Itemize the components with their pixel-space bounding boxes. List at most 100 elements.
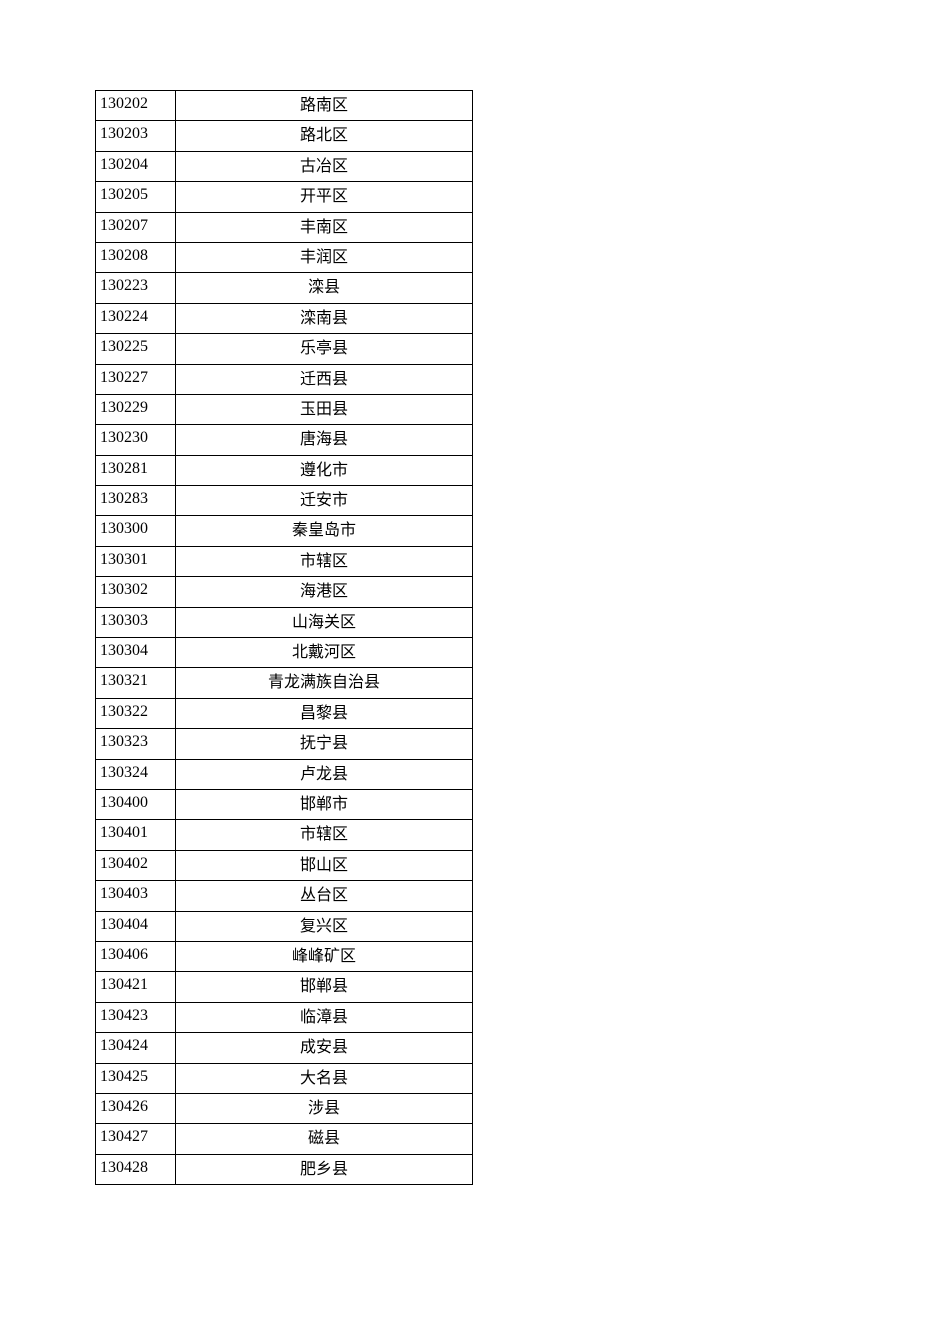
region-code-cell: 130421 — [96, 972, 176, 1002]
region-code-cell: 130428 — [96, 1154, 176, 1184]
region-name-cell: 临漳县 — [175, 1002, 472, 1032]
region-name-cell: 山海关区 — [175, 607, 472, 637]
table-row: 130283迁安市 — [96, 486, 473, 516]
table-row: 130225乐亭县 — [96, 334, 473, 364]
region-code-cell: 130300 — [96, 516, 176, 546]
region-name-cell: 昌黎县 — [175, 698, 472, 728]
region-name-cell: 遵化市 — [175, 455, 472, 485]
table-row: 130281遵化市 — [96, 455, 473, 485]
region-name-cell: 青龙满族自治县 — [175, 668, 472, 698]
region-name-cell: 丰润区 — [175, 242, 472, 272]
region-code-cell: 130401 — [96, 820, 176, 850]
table-row: 130426涉县 — [96, 1093, 473, 1123]
region-name-cell: 成安县 — [175, 1033, 472, 1063]
region-code-cell: 130423 — [96, 1002, 176, 1032]
table-row: 130202路南区 — [96, 91, 473, 121]
table-row: 130402邯山区 — [96, 850, 473, 880]
region-code-cell: 130427 — [96, 1124, 176, 1154]
region-code-cell: 130304 — [96, 638, 176, 668]
region-code-cell: 130230 — [96, 425, 176, 455]
region-name-cell: 涉县 — [175, 1093, 472, 1123]
table-row: 130229玉田县 — [96, 394, 473, 424]
table-row: 130324卢龙县 — [96, 759, 473, 789]
region-code-cell: 130425 — [96, 1063, 176, 1093]
region-name-cell: 路南区 — [175, 91, 472, 121]
table-row: 130322昌黎县 — [96, 698, 473, 728]
table-row: 130230唐海县 — [96, 425, 473, 455]
region-name-cell: 邯郸市 — [175, 789, 472, 819]
region-code-cell: 130224 — [96, 303, 176, 333]
region-name-cell: 迁安市 — [175, 486, 472, 516]
region-name-cell: 卢龙县 — [175, 759, 472, 789]
table-row: 130423临漳县 — [96, 1002, 473, 1032]
region-name-cell: 市辖区 — [175, 820, 472, 850]
region-code-cell: 130400 — [96, 789, 176, 819]
region-code-cell: 130403 — [96, 881, 176, 911]
table-row: 130203路北区 — [96, 121, 473, 151]
table-row: 130428肥乡县 — [96, 1154, 473, 1184]
region-name-cell: 峰峰矿区 — [175, 941, 472, 971]
table-row: 130321青龙满族自治县 — [96, 668, 473, 698]
table-row: 130302海港区 — [96, 577, 473, 607]
table-row: 130425大名县 — [96, 1063, 473, 1093]
table-row: 130303山海关区 — [96, 607, 473, 637]
region-name-cell: 玉田县 — [175, 394, 472, 424]
region-code-cell: 130303 — [96, 607, 176, 637]
region-name-cell: 邯山区 — [175, 850, 472, 880]
region-code-cell: 130322 — [96, 698, 176, 728]
region-code-cell: 130207 — [96, 212, 176, 242]
table-row: 130223滦县 — [96, 273, 473, 303]
table-row: 130400邯郸市 — [96, 789, 473, 819]
region-code-cell: 130323 — [96, 729, 176, 759]
region-code-cell: 130404 — [96, 911, 176, 941]
table-row: 130304北戴河区 — [96, 638, 473, 668]
region-code-cell: 130205 — [96, 182, 176, 212]
table-row: 130300秦皇岛市 — [96, 516, 473, 546]
region-code-cell: 130324 — [96, 759, 176, 789]
table-row: 130227迁西县 — [96, 364, 473, 394]
region-name-cell: 乐亭县 — [175, 334, 472, 364]
region-name-cell: 海港区 — [175, 577, 472, 607]
table-row: 130204古冶区 — [96, 151, 473, 181]
table-row: 130424成安县 — [96, 1033, 473, 1063]
region-name-cell: 复兴区 — [175, 911, 472, 941]
region-code-cell: 130424 — [96, 1033, 176, 1063]
region-code-cell: 130406 — [96, 941, 176, 971]
region-name-cell: 滦县 — [175, 273, 472, 303]
region-name-cell: 邯郸县 — [175, 972, 472, 1002]
region-code-cell: 130281 — [96, 455, 176, 485]
region-code-cell: 130302 — [96, 577, 176, 607]
region-code-cell: 130203 — [96, 121, 176, 151]
region-name-cell: 滦南县 — [175, 303, 472, 333]
region-name-cell: 磁县 — [175, 1124, 472, 1154]
region-code-cell: 130402 — [96, 850, 176, 880]
region-code-cell: 130301 — [96, 546, 176, 576]
region-name-cell: 抚宁县 — [175, 729, 472, 759]
region-table-container: 130202路南区130203路北区130204古冶区130205开平区1302… — [95, 90, 473, 1185]
region-name-cell: 市辖区 — [175, 546, 472, 576]
table-row: 130323抚宁县 — [96, 729, 473, 759]
table-row: 130207丰南区 — [96, 212, 473, 242]
region-name-cell: 唐海县 — [175, 425, 472, 455]
region-code-cell: 130202 — [96, 91, 176, 121]
region-name-cell: 丛台区 — [175, 881, 472, 911]
table-row: 130224滦南县 — [96, 303, 473, 333]
region-name-cell: 秦皇岛市 — [175, 516, 472, 546]
region-code-cell: 130208 — [96, 242, 176, 272]
region-code-cell: 130225 — [96, 334, 176, 364]
table-row: 130301市辖区 — [96, 546, 473, 576]
table-row: 130404复兴区 — [96, 911, 473, 941]
region-code-cell: 130321 — [96, 668, 176, 698]
region-name-cell: 古冶区 — [175, 151, 472, 181]
region-name-cell: 路北区 — [175, 121, 472, 151]
region-name-cell: 大名县 — [175, 1063, 472, 1093]
region-code-cell: 130229 — [96, 394, 176, 424]
table-row: 130205开平区 — [96, 182, 473, 212]
region-code-cell: 130426 — [96, 1093, 176, 1123]
region-code-cell: 130283 — [96, 486, 176, 516]
table-row: 130403丛台区 — [96, 881, 473, 911]
region-name-cell: 丰南区 — [175, 212, 472, 242]
region-name-cell: 开平区 — [175, 182, 472, 212]
region-name-cell: 迁西县 — [175, 364, 472, 394]
table-row: 130208丰润区 — [96, 242, 473, 272]
